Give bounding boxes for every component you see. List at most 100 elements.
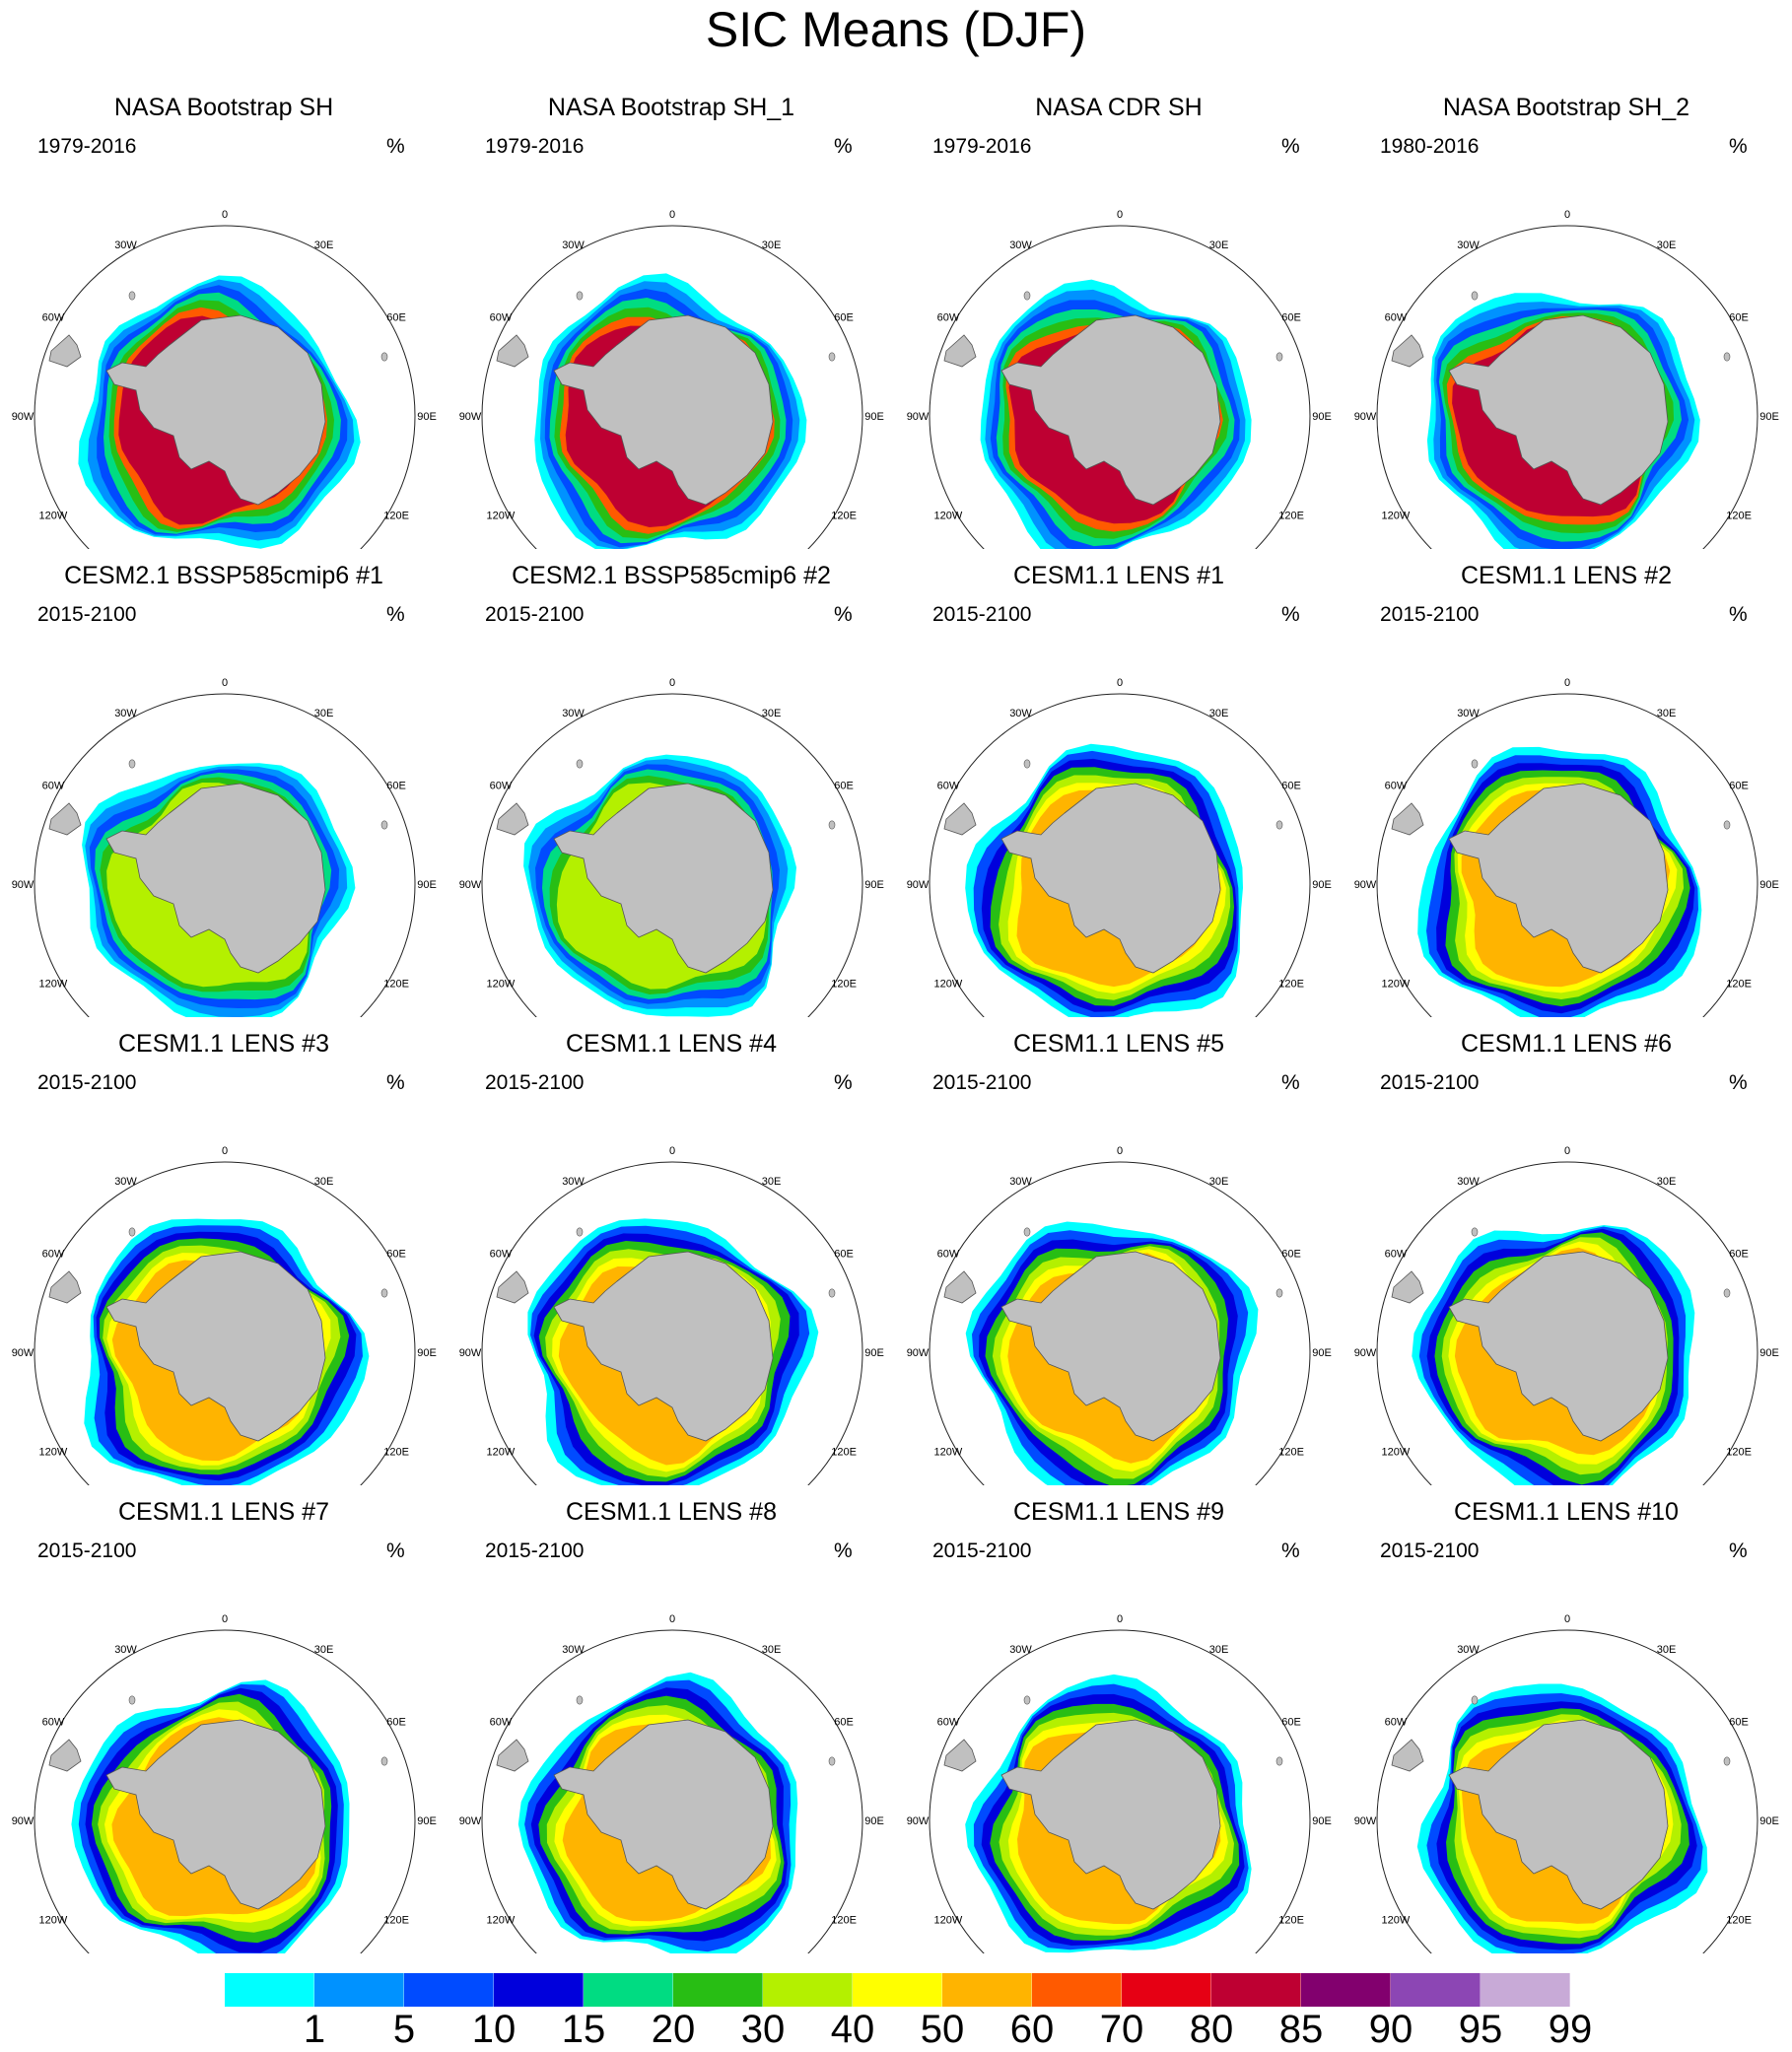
polar-map: 030E60E90E120E150E180150W120W90W60W30W xyxy=(907,1613,1332,1953)
longitude-label: 0 xyxy=(669,677,675,689)
longitude-label: 120W xyxy=(487,1915,516,1927)
island-landmass xyxy=(1275,352,1283,362)
longitude-label: 0 xyxy=(222,1613,228,1625)
longitude-label: 120W xyxy=(487,1447,516,1459)
longitude-label: 60W xyxy=(490,1717,513,1729)
map-panel: 030E60E90E120E150E180150W120W90W60W30WCE… xyxy=(448,549,895,1017)
map-boundary xyxy=(481,1629,863,1953)
antarctica-landmass xyxy=(1448,1251,1669,1442)
longitude-label: 30W xyxy=(114,1176,137,1188)
longitude-label: 90W xyxy=(12,411,34,423)
longitude-label: 90W xyxy=(1354,1815,1377,1827)
longitude-label: 120E xyxy=(1726,511,1752,522)
map-boundary xyxy=(1376,1161,1758,1485)
longitude-label: 60W xyxy=(42,1717,65,1729)
longitude-label: 0 xyxy=(1117,209,1123,221)
longitude-label: 30E xyxy=(1657,1644,1677,1656)
longitude-label: 0 xyxy=(1564,677,1570,689)
longitude-label: 30E xyxy=(762,708,782,719)
colorbar-swatch xyxy=(763,1973,853,2007)
longitude-label: 0 xyxy=(1564,209,1570,221)
map-panel-grid: 030E60E90E120E150E180150W120W90W60W30WNA… xyxy=(12,81,1790,1953)
antarctica-landmass xyxy=(105,314,326,506)
longitude-label: 0 xyxy=(222,209,228,221)
panel-title: CESM1.1 LENS #8 xyxy=(566,1498,777,1526)
antarctica-landmass xyxy=(553,314,774,506)
colorbar-swatch xyxy=(1301,1973,1391,2007)
panel-unit-label: % xyxy=(834,1071,853,1094)
longitude-label: 60W xyxy=(937,312,960,324)
colorbar-swatch xyxy=(1481,1973,1570,2007)
south-america-landmass xyxy=(943,1739,977,1772)
south-america-landmass xyxy=(48,334,82,368)
panel-title: CESM1.1 LENS #1 xyxy=(1013,562,1224,589)
south-america-landmass xyxy=(48,1739,82,1772)
panel-title: NASA Bootstrap SH_1 xyxy=(547,94,795,121)
longitude-label: 30W xyxy=(1009,1176,1032,1188)
longitude-label: 30E xyxy=(1209,1644,1229,1656)
longitude-label: 120W xyxy=(1382,1447,1411,1459)
longitude-label: 60E xyxy=(1729,1717,1749,1729)
longitude-label: 60W xyxy=(490,312,513,324)
south-america-landmass xyxy=(496,802,529,836)
polar-map: 030E60E90E120E150E180150W120W90W60W30W xyxy=(459,209,884,549)
island-landmass xyxy=(1275,1756,1283,1766)
longitude-label: 60E xyxy=(834,312,854,324)
panel-period: 2015-2100 xyxy=(37,1539,137,1562)
island-landmass xyxy=(380,352,388,362)
longitude-label: 30E xyxy=(1209,708,1229,719)
longitude-label: 120E xyxy=(383,1447,409,1459)
longitude-label: 30E xyxy=(314,1644,334,1656)
polar-map: 030E60E90E120E150E180150W120W90W60W30W xyxy=(1354,209,1779,549)
longitude-label: 90E xyxy=(1759,411,1779,423)
colorbar-tick-label: 60 xyxy=(1009,2008,1055,2051)
longitude-label: 90W xyxy=(12,879,34,891)
longitude-label: 0 xyxy=(222,1145,228,1157)
map-panel: 030E60E90E120E150E180150W120W90W60W30WNA… xyxy=(895,81,1343,549)
longitude-label: 60W xyxy=(42,781,65,792)
south-america-landmass xyxy=(48,1270,82,1304)
longitude-label: 60E xyxy=(1729,1249,1749,1261)
longitude-label: 30E xyxy=(314,1176,334,1188)
colorbar-swatch xyxy=(1032,1973,1122,2007)
map-panel: 030E60E90E120E150E180150W120W90W60W30WCE… xyxy=(1343,1017,1790,1485)
island-landmass xyxy=(576,1227,584,1237)
longitude-label: 60W xyxy=(1385,781,1408,792)
longitude-label: 30W xyxy=(562,239,585,251)
colorbar-swatch xyxy=(853,1973,942,2007)
island-landmass xyxy=(128,759,136,769)
island-landmass xyxy=(1023,1227,1031,1237)
longitude-label: 120W xyxy=(1382,979,1411,991)
antarctica-landmass xyxy=(553,1251,774,1442)
south-america-landmass xyxy=(496,1739,529,1772)
panel-unit-label: % xyxy=(1729,135,1748,158)
map-boundary xyxy=(481,1161,863,1485)
longitude-label: 60W xyxy=(937,1249,960,1261)
map-boundary xyxy=(929,225,1311,549)
polar-map: 030E60E90E120E150E180150W120W90W60W30W xyxy=(12,1613,437,1953)
panel-unit-label: % xyxy=(1281,603,1300,626)
south-america-landmass xyxy=(1391,802,1424,836)
longitude-label: 30E xyxy=(1657,239,1677,251)
polar-map: 030E60E90E120E150E180150W120W90W60W30W xyxy=(459,1613,884,1953)
panel-period: 2015-2100 xyxy=(37,603,137,626)
longitude-label: 30W xyxy=(562,1644,585,1656)
map-panel: 030E60E90E120E150E180150W120W90W60W30WCE… xyxy=(448,1017,895,1485)
longitude-label: 120W xyxy=(1382,511,1411,522)
longitude-label: 120W xyxy=(39,1447,68,1459)
longitude-label: 120W xyxy=(934,511,963,522)
longitude-label: 0 xyxy=(669,209,675,221)
island-landmass xyxy=(828,1756,836,1766)
panel-period: 2015-2100 xyxy=(932,1539,1032,1562)
longitude-label: 30W xyxy=(562,708,585,719)
longitude-label: 30W xyxy=(1457,1176,1480,1188)
longitude-label: 60E xyxy=(1281,1717,1301,1729)
colorbar-tick-label: 99 xyxy=(1548,2008,1593,2051)
longitude-label: 30E xyxy=(314,708,334,719)
colorbar-tick-label: 70 xyxy=(1099,2008,1144,2051)
longitude-label: 60E xyxy=(386,1249,406,1261)
island-landmass xyxy=(1723,1288,1731,1298)
longitude-label: 30E xyxy=(762,239,782,251)
antarctica-landmass xyxy=(1448,314,1669,506)
island-landmass xyxy=(1471,759,1479,769)
